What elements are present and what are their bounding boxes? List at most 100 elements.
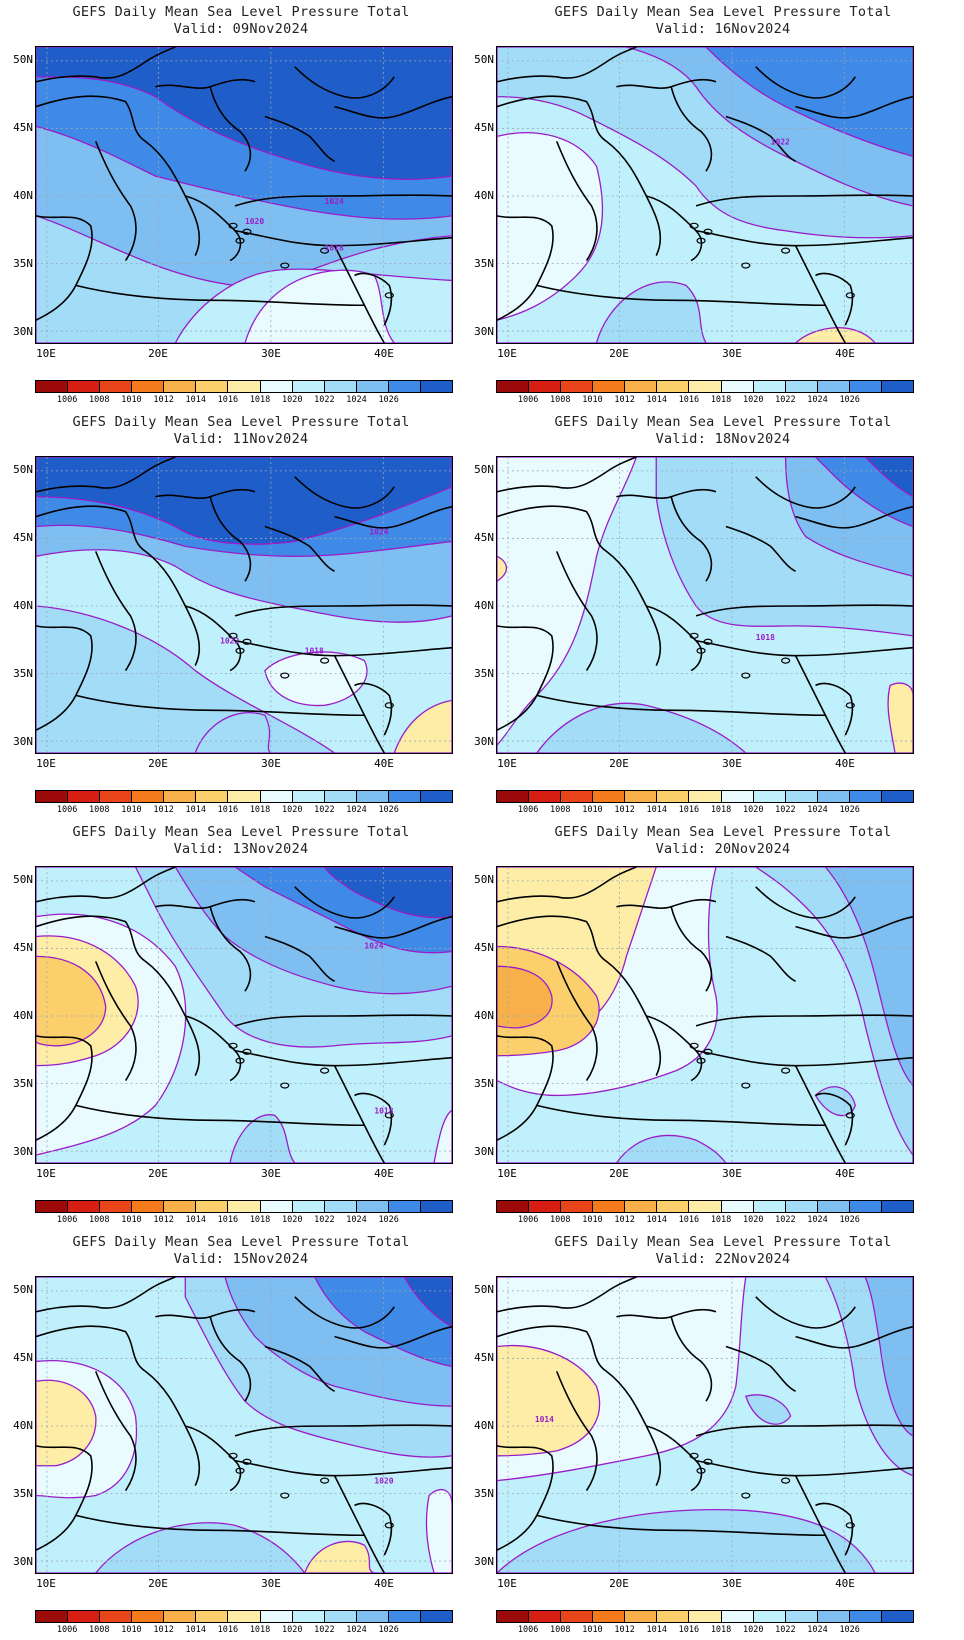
panel-title: GEFS Daily Mean Sea Level Pressure Total [554, 414, 892, 430]
colorbar-swatch [356, 1611, 389, 1622]
colorbar-tick-label: 1014 [185, 1215, 206, 1225]
island-outline [689, 1042, 699, 1049]
coastline-border [209, 496, 252, 582]
longitude-tick-label: 30E [722, 1167, 742, 1180]
colorbar-swatch [561, 1201, 594, 1212]
colorbar-swatch [388, 791, 421, 802]
colorbar-tick-label: 1016 [678, 395, 700, 405]
colorbar-swatch [593, 381, 626, 392]
pressure-shading-region [94, 1522, 306, 1573]
coastline-border [334, 1325, 452, 1349]
colorbar-tick-label: 1018 [710, 395, 732, 405]
longitude-tick-label: 30E [722, 1577, 742, 1590]
colorbar-swatch [132, 1611, 165, 1622]
colorbar-swatch [132, 791, 165, 802]
colorbar-tick-label: 1012 [614, 395, 635, 405]
coastline-border [695, 194, 913, 207]
island-outline [235, 1467, 245, 1474]
coastline-border [94, 141, 137, 261]
coastline-border [725, 1345, 796, 1392]
contour-label: 1020 [374, 1477, 393, 1486]
coastline-border [616, 488, 717, 499]
latitude-tick-label: 50N [13, 873, 33, 886]
coastline-border [695, 1014, 913, 1027]
coastline-border [695, 229, 913, 247]
island-outline [242, 1048, 252, 1055]
colorbar-tick-label: 1024 [807, 1215, 828, 1225]
panel-title: GEFS Daily Mean Sea Level Pressure Total [72, 1234, 410, 1250]
latitude-tick-label: 50N [474, 53, 494, 66]
coastline-border [695, 604, 913, 617]
map-panel-11nov: GEFS Daily Mean Sea Level Pressure Total… [0, 410, 482, 820]
colorbar-swatch [68, 381, 101, 392]
pressure-shading-region [304, 1540, 375, 1573]
colorbar-tick-label: 1020 [281, 395, 303, 405]
latitude-tick-label: 40N [13, 189, 33, 202]
longitude-tick-label: 30E [722, 757, 742, 770]
colorbar-swatch [625, 791, 658, 802]
colorbar-swatch [164, 791, 197, 802]
island-outline [320, 657, 330, 664]
colorbar-tick-label: 1016 [678, 805, 700, 815]
colorbar-swatch [881, 1611, 914, 1622]
island-outline [696, 237, 706, 244]
panel-valid-date: Valid: 22Nov2024 [655, 1251, 791, 1267]
colorbar-swatch [36, 1201, 69, 1212]
pressure-map-svg: 1024 1020 1018 [36, 47, 452, 343]
colorbar-tick-label: 1026 [839, 395, 860, 405]
colorbar-swatch [324, 1201, 357, 1212]
island-outline [845, 1522, 855, 1529]
colorbar-swatch [529, 791, 562, 802]
colorbar-swatch [420, 1611, 453, 1622]
colorbar-swatch [849, 1611, 882, 1622]
coastline-border [755, 476, 856, 509]
coastline-border [354, 272, 393, 326]
colorbar-swatch [785, 1611, 818, 1622]
colorbar-swatch [625, 381, 658, 392]
colorbar-swatch [593, 1201, 626, 1212]
coastline-border [815, 682, 854, 736]
island-outline [781, 1067, 791, 1074]
colorbar-tick-label: 1022 [314, 1625, 335, 1635]
latitude-tick-label: 40N [474, 1009, 494, 1022]
colorbar-swatch [817, 791, 850, 802]
coastline-border [497, 1035, 554, 1141]
colorbar-tick-label: 1018 [249, 805, 271, 815]
colorbar-swatch [196, 1611, 229, 1622]
island-outline [280, 262, 290, 269]
pressure-map-svg: 1018 [497, 457, 913, 753]
colorbar-swatch [260, 381, 293, 392]
colorbar-swatch [228, 791, 261, 802]
colorbar-tick-label: 1008 [550, 395, 571, 405]
colorbar-tick-label: 1008 [89, 395, 110, 405]
contour-label: 1018 [325, 244, 344, 253]
pressure-shading-region [36, 47, 452, 181]
latitude-tick-label: 30N [13, 735, 33, 748]
coastline-border [695, 1424, 913, 1437]
colorbar-tick-label: 1010 [121, 395, 142, 405]
latitude-tick-label: 45N [474, 941, 494, 954]
coastline-border [36, 1445, 93, 1551]
colorbar-tick-label: 1022 [775, 1215, 796, 1225]
coastline-border [36, 505, 201, 666]
colorbar-tick-label: 1020 [281, 805, 303, 815]
longitude-tick-label: 10E [36, 1577, 56, 1590]
colorbar-tick-label: 1016 [217, 1215, 239, 1225]
colorbar-tick-label: 1020 [742, 805, 764, 815]
coastline-border [670, 86, 713, 172]
colorbar-tick-label: 1022 [775, 1625, 796, 1635]
colorbar-swatch [164, 1611, 197, 1622]
latitude-tick-label: 35N [474, 257, 494, 270]
colorbar-tick-label: 1020 [281, 1625, 303, 1635]
island-outline [703, 1048, 713, 1055]
colorbar-swatch [356, 381, 389, 392]
colorbar-swatch [689, 1611, 722, 1622]
coastline-border [36, 915, 201, 1076]
island-outline [242, 1458, 252, 1465]
map-panel-22nov: GEFS Daily Mean Sea Level Pressure Total… [474, 1230, 964, 1640]
coastline-border [755, 886, 856, 919]
island-outline [242, 228, 252, 235]
island-outline [384, 702, 394, 709]
island-outline [689, 632, 699, 639]
latitude-tick-label: 30N [13, 1555, 33, 1568]
